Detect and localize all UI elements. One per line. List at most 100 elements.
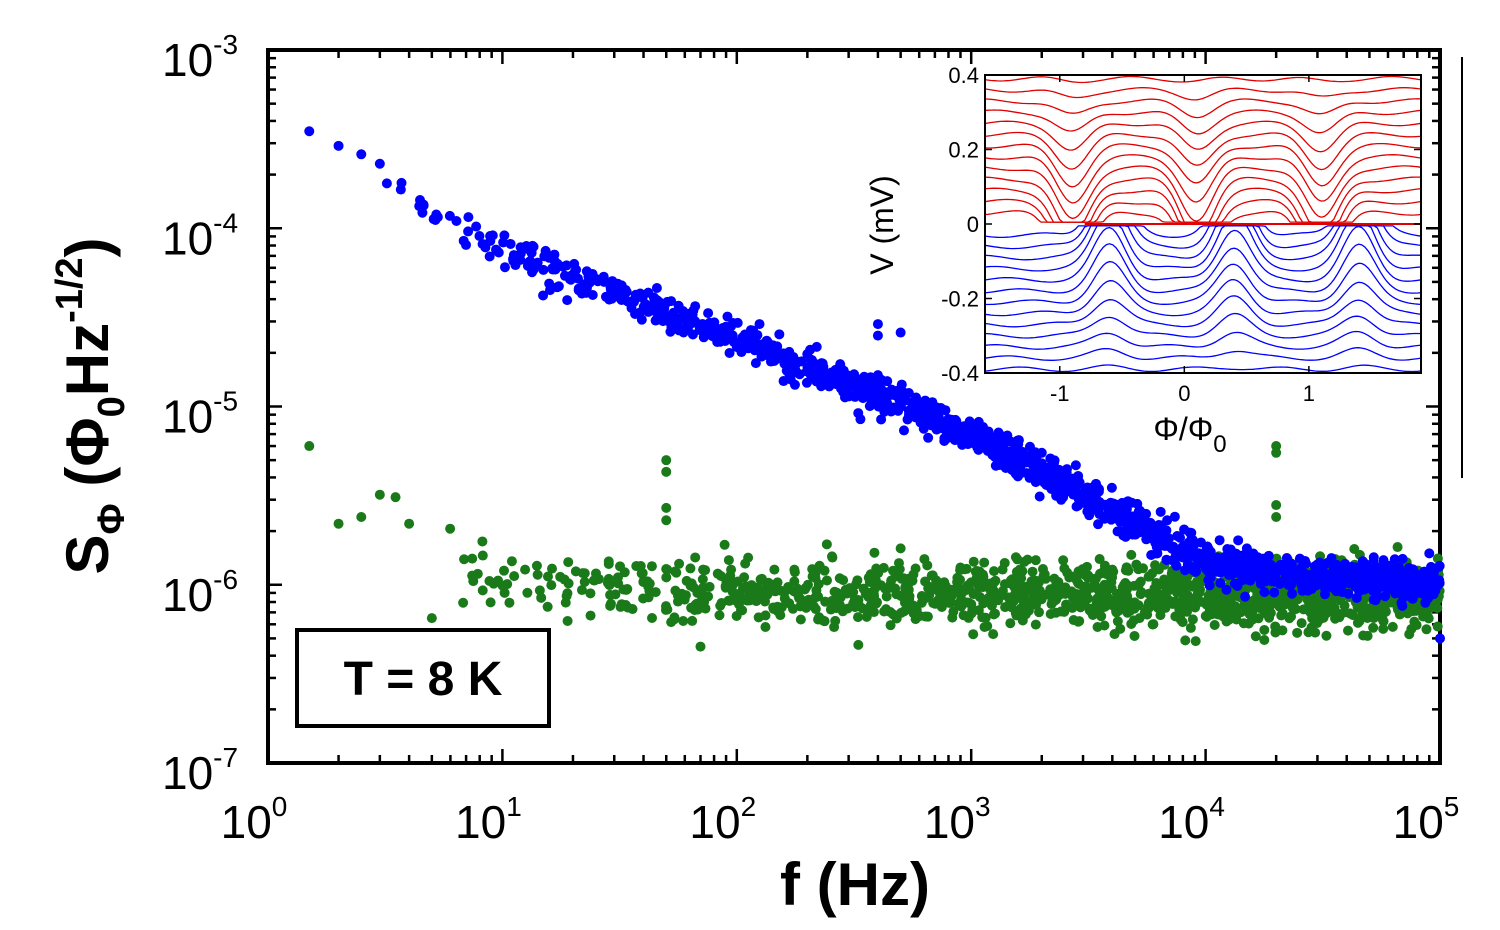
data-point <box>1138 520 1149 531</box>
data-point <box>1430 585 1441 596</box>
data-point <box>613 578 624 589</box>
data-point <box>1094 509 1105 520</box>
data-point <box>830 615 841 626</box>
data-point <box>1021 468 1032 479</box>
data-point <box>1070 460 1081 471</box>
y-tick-label: 10-5 <box>162 386 238 443</box>
data-point <box>605 598 616 609</box>
data-point <box>390 492 401 503</box>
data-point <box>892 567 903 578</box>
data-point <box>898 425 909 436</box>
data-point <box>852 600 863 611</box>
data-point <box>619 567 630 578</box>
data-point <box>716 597 727 608</box>
data-point <box>760 610 771 621</box>
data-point <box>958 610 969 621</box>
data-point <box>712 568 723 579</box>
data-point <box>542 571 553 582</box>
data-point <box>766 585 777 596</box>
data-point <box>885 607 896 618</box>
data-point <box>1056 606 1067 617</box>
data-point <box>1421 586 1432 597</box>
data-point <box>560 597 571 608</box>
data-point <box>1003 453 1014 464</box>
data-point <box>467 553 478 564</box>
data-point <box>1046 599 1057 610</box>
inset-y-tick-label: 0.2 <box>948 138 979 163</box>
data-point <box>1074 592 1085 603</box>
data-point <box>998 431 1009 442</box>
data-point <box>1365 579 1376 590</box>
data-point <box>987 586 998 597</box>
data-point <box>1190 602 1201 613</box>
data-point <box>669 614 680 625</box>
data-point <box>1238 618 1249 629</box>
data-point <box>1326 553 1337 564</box>
data-point <box>716 330 727 341</box>
data-point <box>1358 630 1369 641</box>
data-point <box>988 629 999 640</box>
data-point <box>558 261 569 272</box>
series-blue-points <box>304 126 1445 644</box>
iv-curve <box>984 225 1422 272</box>
data-point <box>1397 600 1408 611</box>
inset-x-tick-label: 0 <box>1178 381 1190 406</box>
data-point <box>552 282 563 293</box>
data-point <box>1253 597 1264 608</box>
data-point <box>1107 564 1118 575</box>
data-point <box>1039 569 1050 580</box>
data-point <box>1211 558 1222 569</box>
data-point <box>1380 606 1391 617</box>
y-tick-label: 10-3 <box>162 29 238 86</box>
data-point <box>547 563 558 574</box>
data-point <box>499 262 510 273</box>
data-point <box>1118 579 1129 590</box>
data-point <box>622 602 633 613</box>
data-point <box>1003 592 1014 603</box>
data-point <box>1180 635 1191 646</box>
data-point <box>735 341 746 352</box>
data-point <box>522 587 533 598</box>
data-point <box>579 568 590 579</box>
data-point <box>569 258 580 269</box>
data-point <box>918 423 929 434</box>
data-point <box>1114 506 1125 517</box>
data-point <box>801 602 812 613</box>
data-point <box>1380 591 1391 602</box>
data-point <box>1151 591 1162 602</box>
iv-curve <box>984 260 1422 306</box>
iv-curve <box>984 109 1422 135</box>
data-point <box>1319 589 1330 600</box>
data-point <box>1068 489 1079 500</box>
data-point <box>709 317 720 328</box>
inset-x-tick-label: 1 <box>1303 381 1315 406</box>
data-point <box>1271 447 1282 458</box>
data-point <box>1058 492 1069 503</box>
data-point <box>510 260 521 271</box>
data-point <box>661 502 672 513</box>
data-point <box>585 610 596 621</box>
data-point <box>647 299 658 310</box>
x-tick-label: 100 <box>221 791 288 848</box>
data-point <box>844 583 855 594</box>
data-point <box>631 561 642 572</box>
data-point <box>1321 630 1332 641</box>
data-point <box>661 515 672 526</box>
data-point <box>1259 587 1270 598</box>
data-point <box>723 555 734 566</box>
data-point <box>1113 605 1124 616</box>
data-point <box>921 402 932 413</box>
data-point <box>1205 588 1216 599</box>
data-point <box>869 547 880 558</box>
data-point <box>1276 610 1287 621</box>
data-point <box>970 566 981 577</box>
data-point <box>1083 572 1094 583</box>
data-point <box>1270 621 1281 632</box>
data-point <box>661 466 672 477</box>
data-point <box>509 571 520 582</box>
data-point <box>795 614 806 625</box>
data-point <box>471 221 482 232</box>
data-point <box>837 606 848 617</box>
data-point <box>961 563 972 574</box>
data-point <box>990 608 1001 619</box>
